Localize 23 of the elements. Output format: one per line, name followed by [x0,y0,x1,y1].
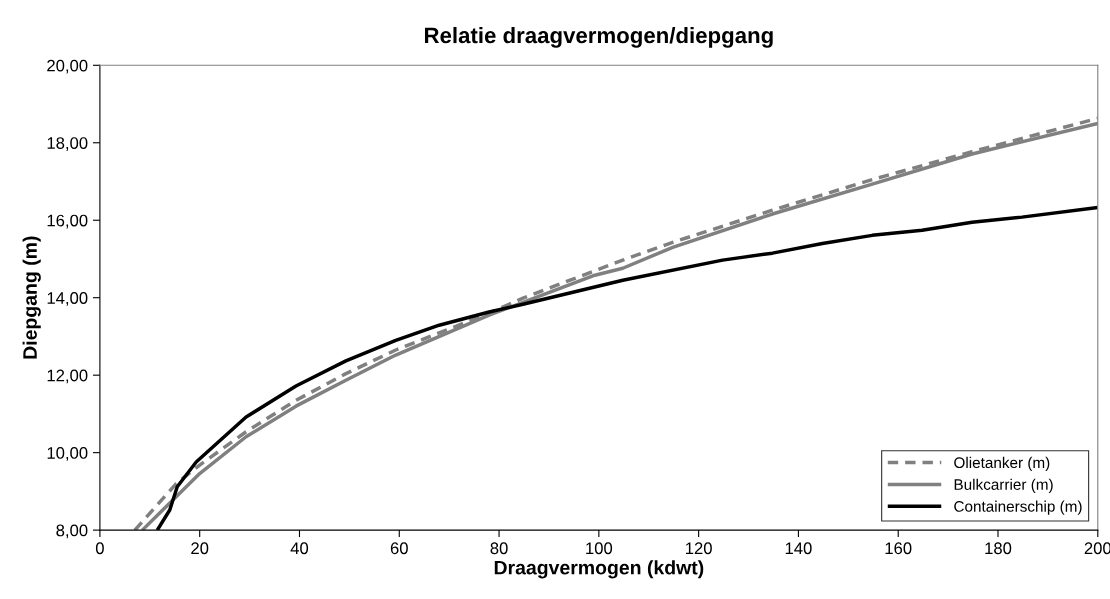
x-tick-label: 40 [290,542,309,555]
x-tick-label: 20 [191,542,209,555]
x-tick-label: 80 [490,542,508,555]
x-tick-label: 140 [785,542,812,555]
x-tick-label: 60 [390,542,408,555]
y-tick-label: 10,00 [47,447,88,461]
legend-label: Olietanker (m) [954,456,1050,472]
y-tick-label: 12,00 [47,369,88,384]
legend-label: Bulkcarrier (m) [954,478,1053,493]
chart-title: Relatie draagvermogen/diepgang [424,26,773,48]
x-tick-label: 160 [885,542,912,555]
x-axis-title: Draagvermogen (kdwt) [494,560,704,579]
x-tick-label: 0 [95,542,104,555]
x-tick-label: 120 [686,542,712,555]
y-tick-label: 14,00 [47,292,88,306]
y-tick-label: 16,00 [47,214,88,229]
x-tick-label: 180 [985,542,1012,555]
y-axis-title: Diepgang (m) [22,236,41,359]
y-tick-label: 20,00 [47,59,88,74]
y-tick-label: 18,00 [47,137,88,151]
y-tick-label: 8,00 [56,524,88,539]
legend-label: Containerschip (m) [954,500,1082,515]
x-tick-label: 100 [586,542,613,555]
